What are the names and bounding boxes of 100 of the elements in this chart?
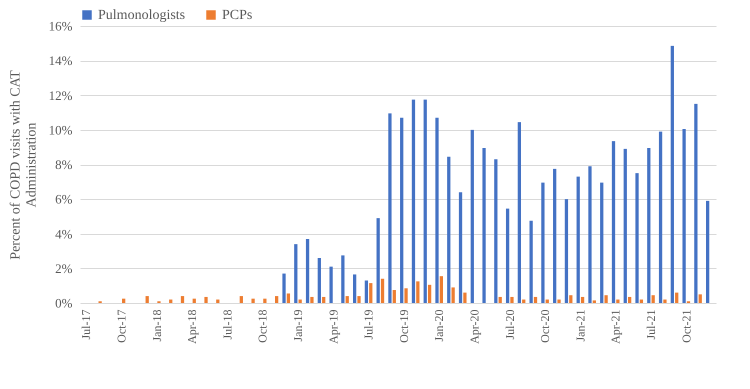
bar	[463, 292, 467, 303]
legend-label: Pulmonologists	[98, 8, 186, 23]
bar	[329, 266, 333, 303]
bar	[652, 295, 655, 303]
x-tick-label: Apr-21	[608, 310, 623, 344]
bar	[388, 113, 392, 303]
y-tick-label: 6%	[55, 192, 73, 207]
bar	[694, 104, 698, 303]
x-tick-label: Oct-21	[679, 310, 694, 343]
bar	[169, 300, 172, 303]
bar	[604, 295, 608, 303]
bar	[569, 295, 572, 303]
bar	[369, 283, 372, 303]
bar	[498, 296, 502, 303]
bar	[240, 296, 243, 303]
bar	[310, 296, 314, 303]
bar	[616, 300, 620, 303]
bar	[541, 182, 545, 303]
x-tick-label: Jan-20	[432, 310, 446, 342]
x-tick-label: Jan-21	[573, 310, 588, 342]
x-tick-label: Apr-18	[185, 310, 200, 344]
bar	[318, 258, 321, 303]
bar	[451, 287, 455, 303]
bar	[576, 176, 580, 303]
bar	[510, 296, 514, 303]
x-tick-label: Jul-21	[644, 310, 658, 340]
bar	[122, 298, 126, 303]
x-tick-label: Apr-20	[467, 310, 482, 344]
x-tick-label: Oct-19	[396, 310, 411, 343]
y-axis-title: Percent of COPD visits with CAT Administration	[8, 70, 40, 260]
bar	[400, 118, 404, 303]
bar	[282, 274, 286, 303]
bar	[529, 220, 533, 303]
y-tick-label: 2%	[55, 260, 73, 276]
bar	[557, 300, 561, 303]
bar	[682, 129, 686, 303]
bar	[298, 300, 302, 303]
y-tick-label: 4%	[55, 226, 73, 242]
bar	[675, 292, 678, 303]
bar	[580, 296, 584, 303]
bar	[274, 296, 278, 303]
y-tick-label: 12%	[48, 88, 73, 103]
bar	[392, 290, 396, 303]
bar	[546, 300, 549, 303]
bar	[628, 296, 632, 303]
bar	[146, 296, 149, 303]
y-tick-label: 8%	[55, 157, 73, 172]
bar	[482, 148, 486, 303]
bar	[624, 148, 627, 303]
bar	[612, 141, 616, 303]
x-tick-label: Oct-20	[538, 310, 552, 343]
bar	[435, 118, 439, 303]
bar	[506, 208, 510, 303]
bar	[306, 238, 310, 303]
bar	[494, 159, 498, 303]
bar	[658, 132, 662, 303]
bar	[404, 288, 408, 303]
x-tick-label: Apr-19	[326, 310, 340, 344]
bar	[706, 200, 710, 303]
bar	[352, 274, 356, 303]
bar	[428, 284, 432, 303]
bar	[364, 280, 368, 303]
bar	[251, 298, 255, 303]
bar	[192, 298, 196, 303]
bar	[380, 278, 384, 303]
bar	[376, 218, 380, 303]
y-tick-label: 14%	[48, 53, 73, 68]
bar	[322, 296, 326, 303]
bar	[640, 300, 644, 303]
x-tick-label: Jul-18	[220, 310, 234, 340]
bar	[346, 296, 349, 303]
bar	[180, 296, 184, 303]
bar	[216, 300, 220, 303]
x-tick-label: Jul-17	[79, 310, 94, 340]
bar	[698, 294, 702, 303]
bar	[286, 293, 290, 303]
legend-label: PCPs	[222, 8, 252, 23]
bar	[294, 244, 298, 303]
bar	[564, 199, 568, 303]
x-tick-label: Jan-18	[150, 310, 164, 342]
bar	[341, 255, 345, 303]
bar	[458, 192, 462, 303]
x-tick-label: Jul-20	[502, 310, 517, 340]
y-tick-label: 0%	[55, 296, 73, 310]
bar	[534, 296, 538, 303]
bar	[670, 46, 674, 303]
x-tick-label: Oct-18	[256, 310, 270, 343]
bar	[663, 300, 667, 303]
bar	[447, 156, 450, 303]
bar	[440, 276, 444, 303]
bar	[357, 296, 361, 303]
bar	[635, 173, 639, 303]
bar	[204, 296, 208, 303]
bar	[416, 281, 420, 303]
bar	[522, 300, 526, 303]
bar	[412, 100, 416, 303]
bar	[470, 130, 474, 303]
bar	[518, 122, 522, 303]
x-tick-label: Jul-19	[362, 310, 376, 340]
bar	[553, 168, 556, 303]
